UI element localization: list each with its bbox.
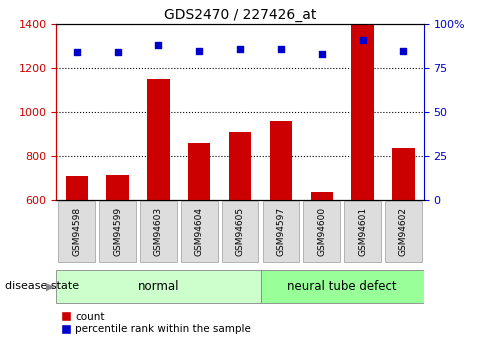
- Text: GSM94603: GSM94603: [154, 207, 163, 256]
- FancyBboxPatch shape: [58, 201, 95, 262]
- Text: GSM94601: GSM94601: [358, 207, 367, 256]
- Text: GSM94604: GSM94604: [195, 207, 204, 256]
- Text: GSM94597: GSM94597: [276, 207, 286, 256]
- Point: [196, 48, 203, 53]
- Bar: [311, 193, 333, 200]
- FancyBboxPatch shape: [303, 201, 340, 262]
- FancyBboxPatch shape: [140, 201, 177, 262]
- FancyBboxPatch shape: [56, 270, 261, 303]
- Point: [359, 37, 367, 43]
- Text: GSM94598: GSM94598: [72, 207, 81, 256]
- FancyBboxPatch shape: [221, 201, 259, 262]
- Bar: [392, 148, 415, 200]
- FancyBboxPatch shape: [263, 201, 299, 262]
- Text: ▶: ▶: [47, 282, 55, 291]
- Text: neural tube defect: neural tube defect: [287, 280, 397, 293]
- Point: [318, 51, 326, 57]
- Bar: [351, 24, 374, 200]
- Legend: count, percentile rank within the sample: count, percentile rank within the sample: [62, 312, 251, 334]
- Bar: [188, 143, 211, 200]
- FancyBboxPatch shape: [344, 201, 381, 262]
- FancyBboxPatch shape: [99, 201, 136, 262]
- FancyBboxPatch shape: [261, 270, 424, 303]
- Point: [399, 48, 407, 53]
- FancyBboxPatch shape: [181, 201, 218, 262]
- Point: [73, 50, 81, 55]
- Point: [236, 46, 244, 51]
- Text: GSM94602: GSM94602: [399, 207, 408, 256]
- Bar: [66, 176, 88, 200]
- Text: GSM94600: GSM94600: [317, 207, 326, 256]
- Bar: [229, 132, 251, 200]
- Bar: [147, 79, 170, 200]
- Text: GSM94599: GSM94599: [113, 207, 122, 256]
- Point: [154, 42, 162, 48]
- Bar: [270, 121, 292, 200]
- FancyBboxPatch shape: [385, 201, 422, 262]
- Title: GDS2470 / 227426_at: GDS2470 / 227426_at: [164, 8, 316, 22]
- Bar: [106, 175, 129, 200]
- Point: [277, 46, 285, 51]
- Text: GSM94605: GSM94605: [236, 207, 245, 256]
- Point: [114, 50, 122, 55]
- Text: disease state: disease state: [5, 282, 79, 291]
- Text: normal: normal: [138, 280, 179, 293]
